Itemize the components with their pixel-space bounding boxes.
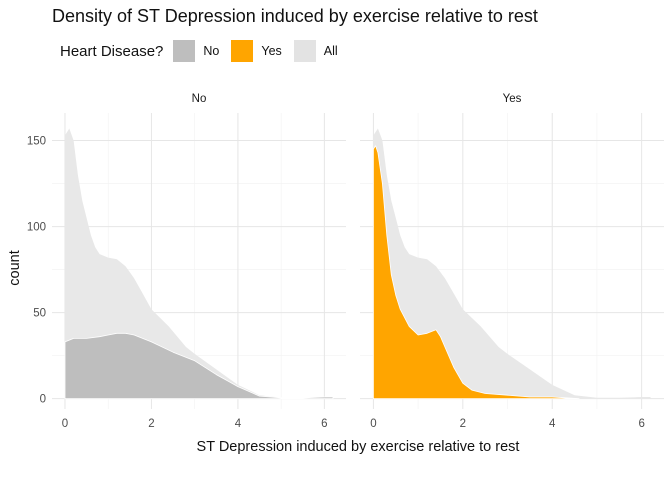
legend-label-yes: Yes bbox=[261, 44, 282, 58]
x-axis-title: ST Depression induced by exercise relati… bbox=[197, 439, 520, 455]
y-tick-label: 50 bbox=[33, 308, 46, 320]
area-yes-all bbox=[373, 128, 651, 399]
facet-label-no: No bbox=[192, 93, 207, 105]
x-tick-label: 4 bbox=[549, 418, 556, 430]
x-tick-label: 2 bbox=[460, 418, 466, 430]
x-tick-label: 0 bbox=[370, 418, 376, 430]
y-tick-label: 0 bbox=[40, 394, 46, 406]
x-tick-label: 4 bbox=[235, 418, 242, 430]
legend-title: Heart Disease? bbox=[60, 42, 164, 60]
legend-item-no: No bbox=[173, 40, 219, 62]
legend-swatch-yes bbox=[231, 40, 254, 62]
x-tick-label: 0 bbox=[62, 418, 68, 430]
legend-item-all: All bbox=[293, 40, 338, 62]
legend-label-no: No bbox=[203, 44, 220, 58]
legend-label-all: All bbox=[323, 44, 338, 58]
area-no-all bbox=[65, 128, 333, 399]
y-tick-label: 100 bbox=[27, 222, 46, 234]
chart-title: Density of ST Depression induced by exer… bbox=[52, 6, 538, 26]
y-tick-label: 150 bbox=[27, 136, 46, 148]
area-yes-yes bbox=[373, 145, 580, 400]
facet-label-yes: Yes bbox=[503, 93, 522, 105]
x-tick-label: 6 bbox=[321, 418, 327, 430]
legend-item-yes: Yes bbox=[231, 40, 282, 62]
x-tick-label: 2 bbox=[148, 418, 154, 430]
x-tick-label: 6 bbox=[638, 418, 644, 430]
y-axis-title: count bbox=[7, 250, 23, 285]
legend-swatch-no bbox=[173, 40, 196, 62]
legend: Heart Disease? No Yes All bbox=[60, 38, 350, 64]
legend-swatch-all bbox=[293, 40, 316, 62]
area-no-no bbox=[64, 332, 334, 400]
